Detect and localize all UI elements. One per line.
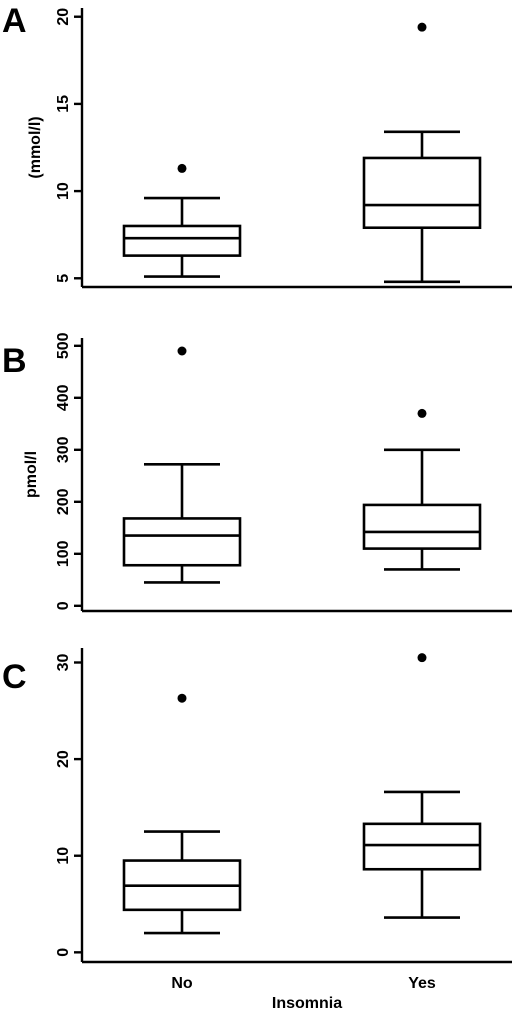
y-tick-label: 100 xyxy=(55,540,72,567)
box-no xyxy=(122,163,242,278)
panel-b: B 0 100 200 300 400 500 pmol/l xyxy=(2,332,512,613)
iqr-box xyxy=(362,503,482,550)
y-tick-label: 20 xyxy=(55,750,72,768)
y-tick-label: 20 xyxy=(55,8,72,26)
panel-a: A 5 10 15 20 (mmol/l) xyxy=(2,2,512,289)
iqr-box xyxy=(122,224,242,257)
iqr-box xyxy=(362,822,482,871)
y-tick-label: 200 xyxy=(55,488,72,515)
outlier-point xyxy=(417,408,427,418)
iqr-box xyxy=(122,517,242,567)
y-axis-title: (mmol/l) xyxy=(27,116,44,178)
y-tick-label: 10 xyxy=(55,847,72,865)
box-yes xyxy=(362,408,482,571)
y-tick-label: 500 xyxy=(55,332,72,359)
panel-c: C 0 10 20 30 No Yes Insomnia xyxy=(2,648,512,1012)
panel-letter-c: C xyxy=(2,658,27,696)
y-tick-label: 300 xyxy=(55,436,72,463)
y-tick-label: 400 xyxy=(55,384,72,411)
x-tick-label: No xyxy=(171,975,193,992)
outlier-point xyxy=(177,163,187,173)
x-axis-title: Insomnia xyxy=(272,995,342,1012)
box-yes xyxy=(362,22,482,284)
box-no xyxy=(122,346,242,584)
y-tick-label: 30 xyxy=(55,653,72,671)
x-tick-label: Yes xyxy=(408,975,436,992)
outlier-point xyxy=(177,346,187,356)
box-yes xyxy=(362,653,482,919)
box-no xyxy=(122,693,242,935)
outlier-point xyxy=(417,653,427,663)
y-tick-label: 10 xyxy=(55,182,72,200)
y-tick-label: 0 xyxy=(55,601,72,610)
panel-letter-b: B xyxy=(2,342,27,380)
iqr-box xyxy=(362,156,482,230)
y-tick-label: 5 xyxy=(55,274,72,283)
outlier-point xyxy=(417,22,427,32)
y-axis-title: pmol/l xyxy=(23,451,40,498)
panel-letter-a: A xyxy=(2,2,27,40)
y-tick-label: 0 xyxy=(55,948,72,957)
outlier-point xyxy=(177,693,187,703)
y-tick-label: 15 xyxy=(55,95,72,113)
